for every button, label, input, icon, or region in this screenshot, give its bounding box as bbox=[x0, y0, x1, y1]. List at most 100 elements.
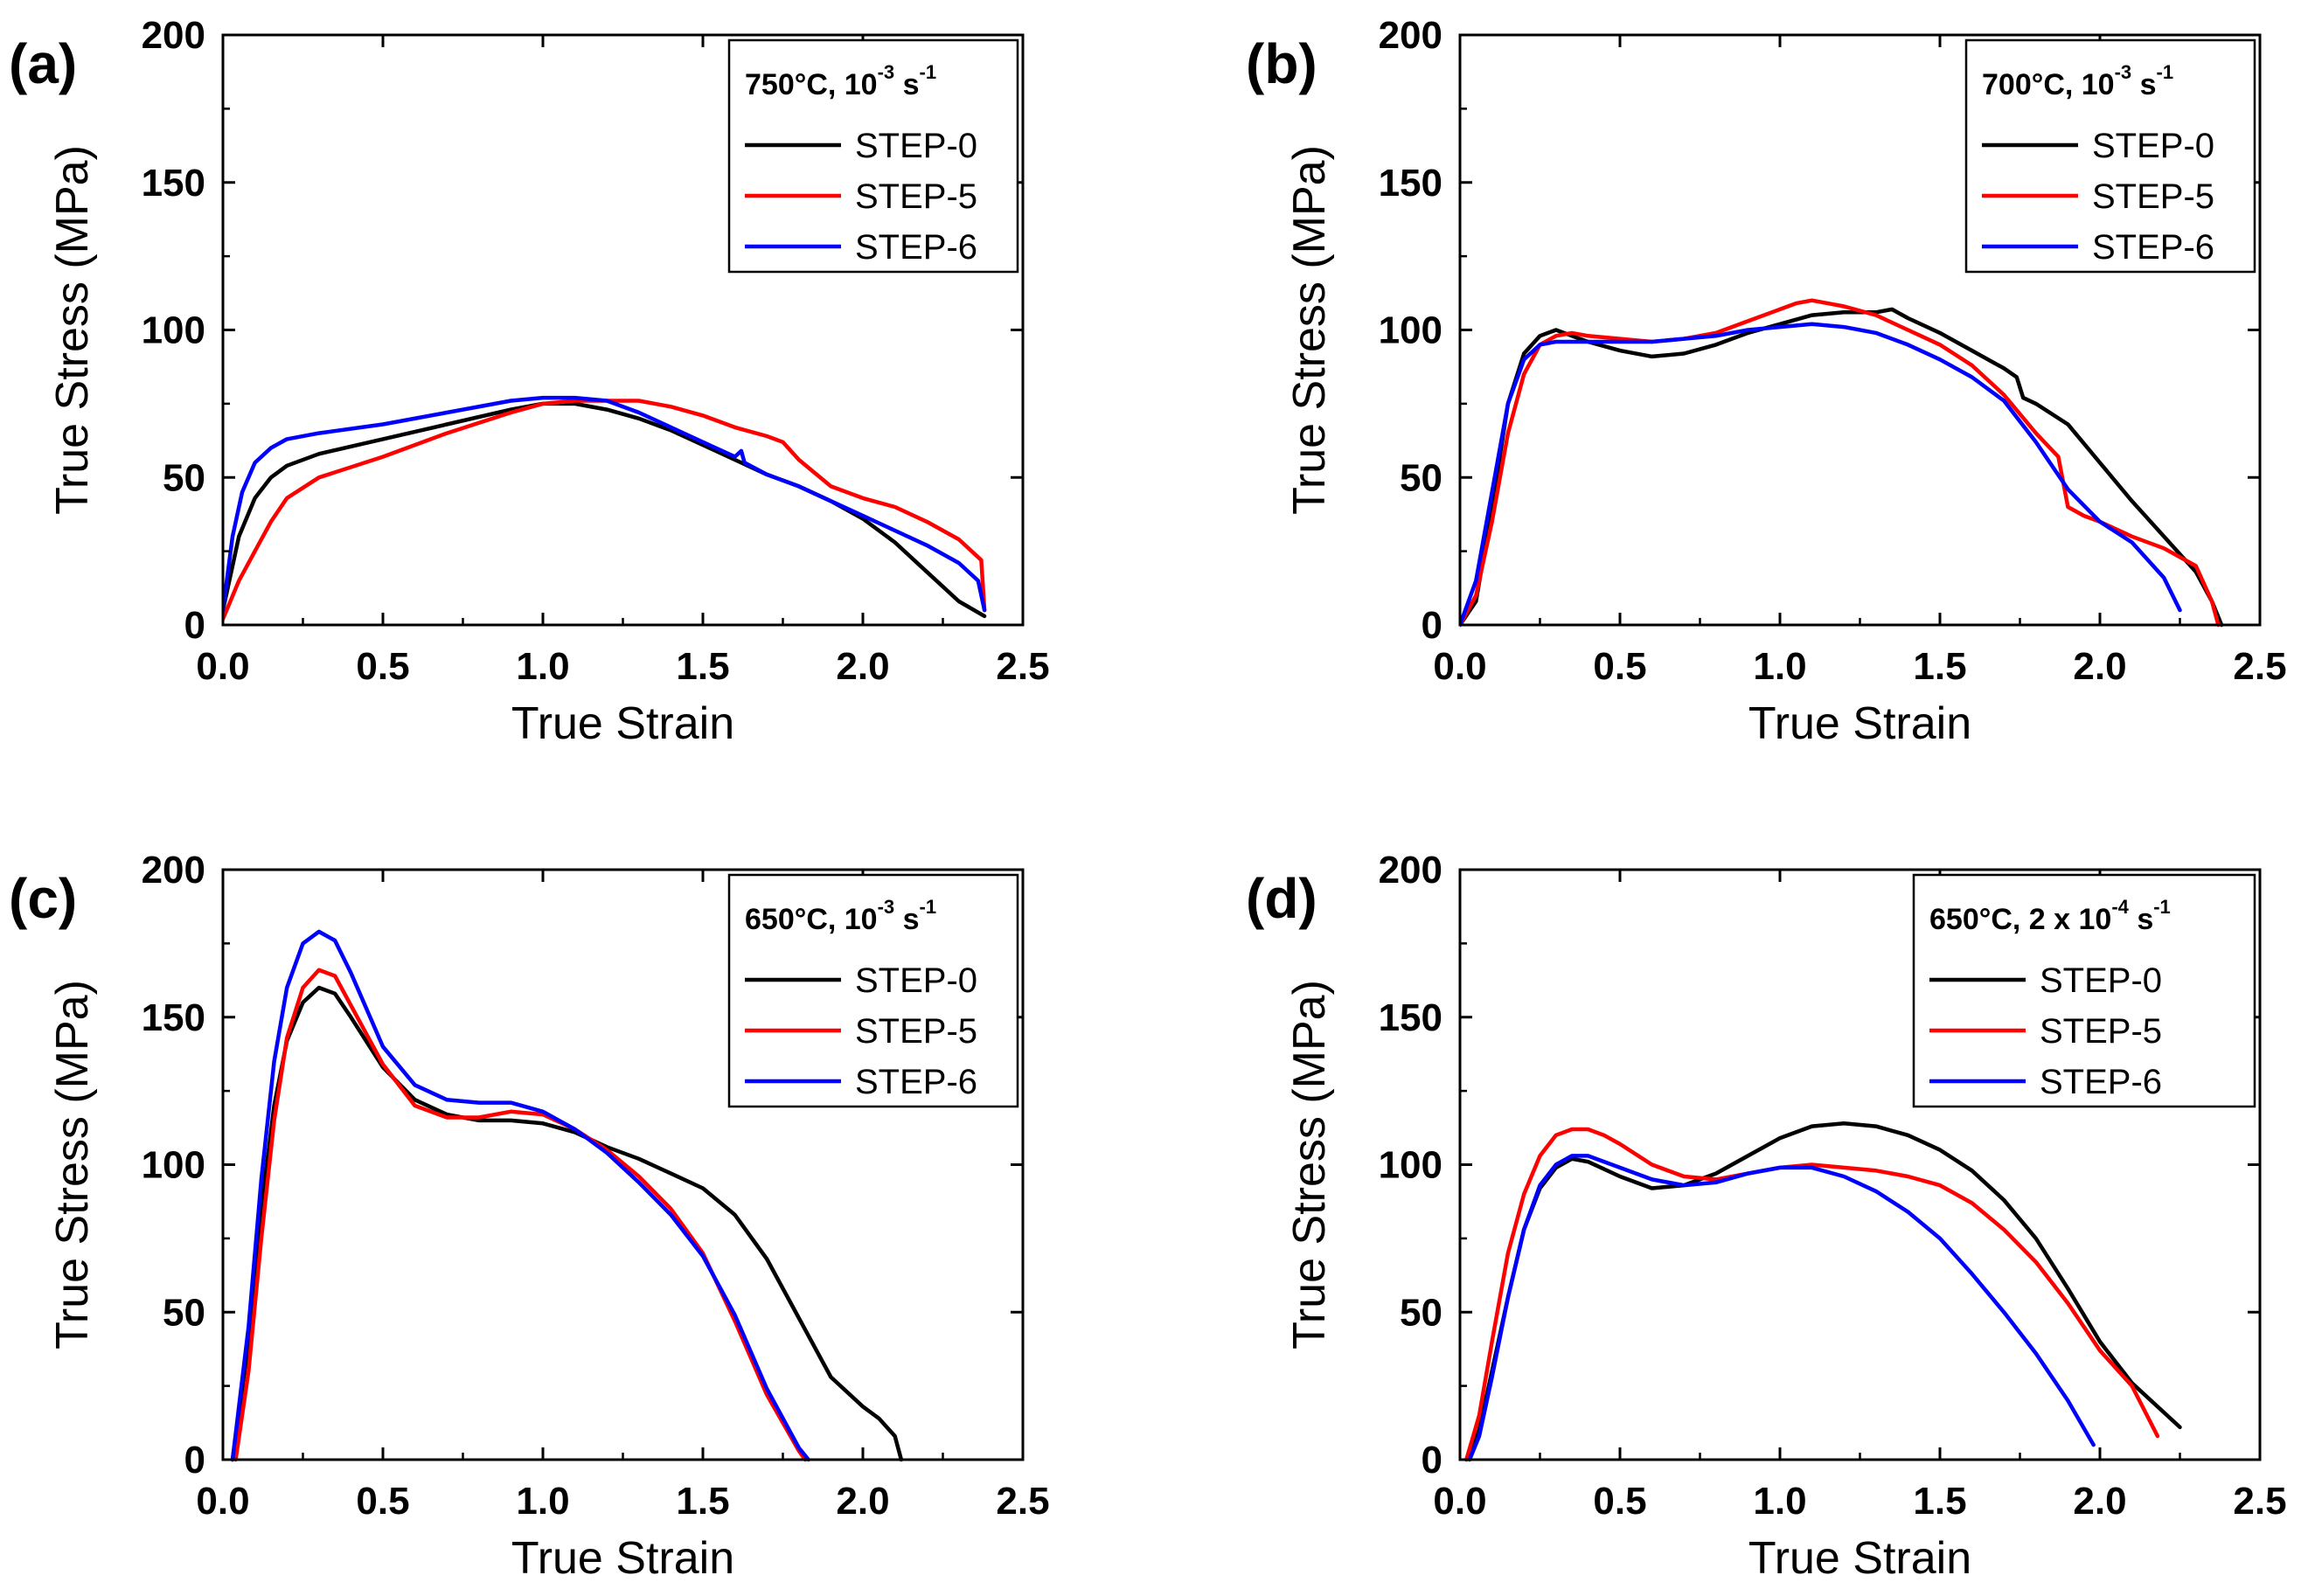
y-axis-title: True Stress (MPa) bbox=[47, 980, 98, 1350]
legend-title: 650°C, 2 x 10-4 s-1 bbox=[1929, 896, 2171, 936]
x-tick-label: 0.5 bbox=[356, 645, 409, 688]
series-line-step-6 bbox=[230, 929, 811, 1462]
x-tick-label: 2.0 bbox=[836, 645, 889, 688]
legend-box bbox=[727, 38, 1019, 274]
x-tick-label: 1.5 bbox=[1913, 1480, 1966, 1523]
chart-panel-b: (b) 0.0 0.5 1.0 1.5 2.0 2.5 0 50 100 150 200 True St… bbox=[1246, 14, 2287, 749]
legend-entry-step-0: STEP-0 bbox=[855, 127, 977, 165]
series-line-step-6 bbox=[223, 395, 987, 613]
series-line-step-6 bbox=[1467, 1154, 2096, 1462]
legend-box bbox=[1912, 873, 2256, 1108]
x-tick-label: 1.0 bbox=[1753, 1480, 1806, 1523]
legend-entry-step-6: STEP-6 bbox=[855, 228, 977, 267]
legend-entry-step-5: STEP-5 bbox=[855, 177, 977, 216]
x-tick-label: 2.5 bbox=[2233, 1480, 2286, 1523]
x-tick-label: 0.0 bbox=[1433, 1480, 1486, 1523]
y-tick-label: 200 bbox=[1379, 849, 1442, 892]
x-tick-label: 2.0 bbox=[836, 1480, 889, 1523]
y-axis-title: True Stress (MPa) bbox=[47, 145, 98, 515]
series-line-step-5 bbox=[1464, 1127, 2160, 1462]
legend-entry-step-5: STEP-5 bbox=[2092, 177, 2214, 216]
y-tick-label: 150 bbox=[1379, 996, 1442, 1039]
y-tick-label: 0 bbox=[1422, 1439, 1442, 1482]
y-tick-label: 150 bbox=[142, 162, 205, 205]
panel-label: (c) bbox=[9, 867, 77, 930]
legend: 650°C, 2 x 10-4 s-1 STEP-0 STEP-5 STEP-6 bbox=[1912, 873, 2256, 1108]
x-tick-label: 0.5 bbox=[1593, 645, 1646, 688]
legend-title: 650°C, 10-3 s-1 bbox=[745, 896, 936, 936]
x-tick-label: 2.0 bbox=[2073, 1480, 2126, 1523]
legend-title-title-exp2: -1 bbox=[920, 61, 937, 83]
legend-title-title-main: 650°C, 10 bbox=[745, 903, 878, 936]
x-tick-label: 1.5 bbox=[676, 645, 729, 688]
y-tick-label: 50 bbox=[163, 1291, 205, 1334]
chart-panel-c: (c) 0.0 0.5 1.0 1.5 2.0 2.5 0 50 100 150 200 True St… bbox=[9, 849, 1050, 1584]
x-tick-label: 1.0 bbox=[1753, 645, 1806, 688]
x-tick-label: 2.0 bbox=[2073, 645, 2126, 688]
x-tick-label: 1.0 bbox=[516, 1480, 569, 1523]
x-tick-label: 2.5 bbox=[2233, 645, 2286, 688]
series-line-step-6 bbox=[1460, 322, 2182, 628]
x-tick-label: 2.5 bbox=[996, 1480, 1049, 1523]
legend-title-title-exp1: -4 bbox=[2111, 896, 2129, 918]
y-tick-label: 150 bbox=[142, 996, 205, 1039]
series-line-step-0 bbox=[230, 985, 904, 1462]
x-axis-title: True Strain bbox=[511, 1533, 734, 1584]
legend-title-title-exp2: -1 bbox=[2153, 896, 2171, 918]
x-tick-label: 0.5 bbox=[1593, 1480, 1646, 1523]
series-line-step-0 bbox=[1460, 307, 2224, 628]
y-tick-label: 200 bbox=[142, 14, 205, 57]
y-tick-label: 0 bbox=[184, 1439, 205, 1482]
x-tick-label: 0.5 bbox=[356, 1480, 409, 1523]
legend: 650°C, 10-3 s-1 STEP-0 STEP-5 STEP-6 bbox=[727, 873, 1019, 1108]
legend-entry-step-5: STEP-5 bbox=[2040, 1012, 2162, 1051]
x-tick-label: 1.5 bbox=[676, 1480, 729, 1523]
chart-panel-a: (a) 0.0 0.5 1.0 1.5 2.0 2.5 0 50 100 150 200 True St… bbox=[9, 14, 1050, 749]
legend-title-title-exp1: -3 bbox=[878, 896, 895, 918]
y-tick-label: 0 bbox=[1422, 604, 1442, 647]
series-line-step-0 bbox=[223, 401, 987, 619]
y-tick-label: 50 bbox=[163, 456, 205, 499]
legend-entry-step-5: STEP-5 bbox=[855, 1012, 977, 1051]
x-tick-label: 1.0 bbox=[516, 645, 569, 688]
legend-box bbox=[727, 873, 1019, 1108]
y-tick-label: 50 bbox=[1400, 456, 1442, 499]
y-axis-title: True Stress (MPa) bbox=[1284, 980, 1335, 1350]
y-tick-label: 100 bbox=[142, 309, 205, 352]
y-tick-label: 200 bbox=[1379, 14, 1442, 57]
legend-title-title-main: 700°C, 10 bbox=[1982, 68, 2115, 101]
legend-entry-step-0: STEP-0 bbox=[2040, 961, 2162, 1000]
legend-title-title-main: 750°C, 10 bbox=[745, 68, 878, 101]
legend-entry-step-0: STEP-0 bbox=[855, 961, 977, 1000]
x-tick-label: 0.0 bbox=[196, 645, 249, 688]
legend-title: 750°C, 10-3 s-1 bbox=[745, 61, 936, 101]
legend-title-title-exp2: -1 bbox=[920, 896, 937, 918]
x-axis-title: True Strain bbox=[1748, 1533, 1971, 1584]
legend-entry-step-0: STEP-0 bbox=[2092, 127, 2214, 165]
chart-panel-d: (d) 0.0 0.5 1.0 1.5 2.0 2.5 0 50 100 150 200 True St… bbox=[1246, 849, 2287, 1584]
legend: 700°C, 10-3 s-1 STEP-0 STEP-5 STEP-6 bbox=[1964, 38, 2256, 274]
legend-entry-step-6: STEP-6 bbox=[2040, 1063, 2162, 1101]
legend-title-title-exp1: -3 bbox=[878, 61, 895, 83]
legend-entry-step-6: STEP-6 bbox=[2092, 228, 2214, 267]
y-tick-label: 50 bbox=[1400, 1291, 1442, 1334]
panel-label: (b) bbox=[1246, 32, 1317, 95]
legend-title: 700°C, 10-3 s-1 bbox=[1982, 61, 2173, 101]
series-line-step-5 bbox=[1460, 298, 2221, 628]
panel-label: (d) bbox=[1246, 867, 1317, 930]
legend-box bbox=[1964, 38, 2256, 274]
legend-title-title-unit: s bbox=[2129, 903, 2153, 936]
legend: 750°C, 10-3 s-1 STEP-0 STEP-5 STEP-6 bbox=[727, 38, 1019, 274]
y-axis-title: True Stress (MPa) bbox=[1284, 145, 1335, 515]
y-tick-label: 100 bbox=[142, 1144, 205, 1187]
series-line-step-5 bbox=[233, 968, 808, 1462]
panel-label: (a) bbox=[9, 32, 77, 95]
legend-entry-step-6: STEP-6 bbox=[855, 1063, 977, 1101]
y-tick-label: 100 bbox=[1379, 1144, 1442, 1187]
x-axis-title: True Strain bbox=[511, 698, 734, 749]
legend-title-title-main: 650°C, 2 x 10 bbox=[1929, 903, 2111, 936]
legend-title-title-unit: s bbox=[2131, 68, 2156, 101]
x-tick-label: 0.0 bbox=[1433, 645, 1486, 688]
x-axis-title: True Strain bbox=[1748, 698, 1971, 749]
